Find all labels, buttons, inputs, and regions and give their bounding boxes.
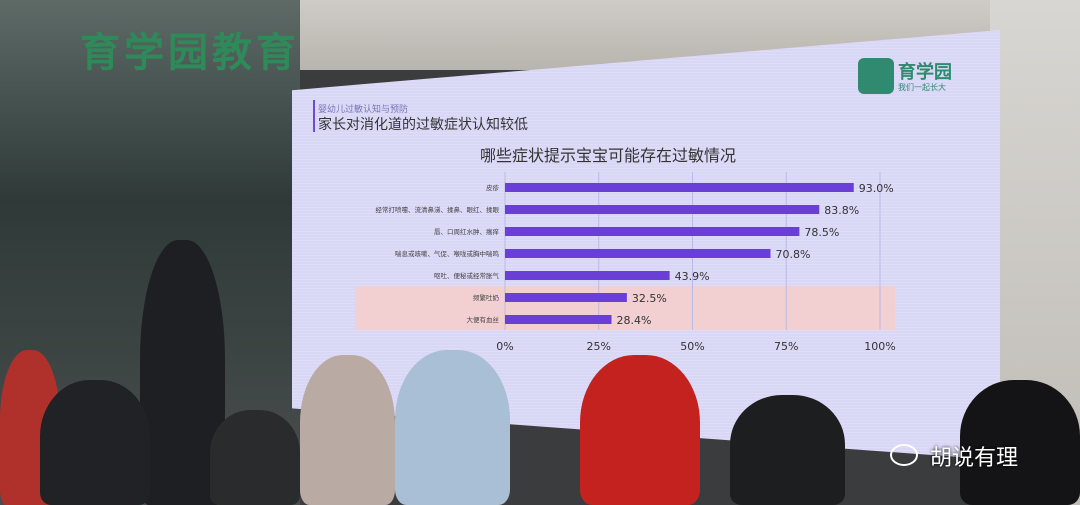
value-label: 43.9%	[675, 270, 710, 283]
value-label: 32.5%	[632, 292, 667, 305]
slide-subtitle: 婴幼儿过敏认知与预防	[318, 105, 409, 115]
audience-member	[395, 350, 510, 505]
logo-slogan: 我们一起长大	[898, 83, 946, 92]
logo-name: 育学园	[898, 62, 952, 83]
category-label: 喘息或咳嗽、气促、喉咙或胸中喘鸣	[395, 249, 500, 258]
audience	[0, 240, 1080, 505]
accent-bar	[313, 100, 315, 132]
audience-member	[960, 380, 1080, 505]
x-tick-label: 25%	[587, 340, 611, 353]
audience-member	[300, 355, 395, 505]
wechat-icon	[890, 444, 918, 466]
highlight-band	[355, 308, 895, 330]
audience-member	[210, 410, 300, 505]
x-tick-label: 50%	[680, 340, 704, 353]
logo-icon	[858, 58, 894, 94]
bar	[505, 205, 820, 214]
audience-member	[40, 380, 150, 505]
x-tick-label: 0%	[496, 340, 513, 353]
bar	[505, 315, 612, 324]
watermark: 胡说有理	[930, 446, 1019, 471]
bar	[505, 249, 771, 258]
chart-title: 哪些症状提示宝宝可能存在过敏情况	[480, 146, 737, 165]
category-label: 大便有血丝	[467, 315, 500, 324]
bar	[505, 271, 670, 280]
x-tick-label: 75%	[774, 340, 798, 353]
slide-heading: 家长对消化道的过敏症状认知较低	[318, 117, 528, 133]
audience-member	[580, 355, 700, 505]
store-sign: 育学园教育	[80, 30, 300, 76]
bar	[505, 227, 800, 236]
category-label: 频繁吐奶	[473, 293, 500, 302]
category-label: 呕吐、便秘或经常胀气	[434, 271, 500, 280]
x-tick-label: 100%	[864, 340, 895, 353]
category-label: 唇、口周红水肿、瘙痒	[434, 227, 500, 236]
value-label: 70.8%	[776, 248, 811, 261]
audience-member	[730, 395, 845, 505]
value-label: 28.4%	[617, 314, 652, 327]
value-label: 93.0%	[859, 182, 894, 195]
value-label: 78.5%	[804, 226, 839, 239]
value-label: 83.8%	[824, 204, 859, 217]
category-label: 皮疹	[486, 183, 500, 192]
bar	[505, 293, 627, 302]
bar	[505, 183, 854, 192]
category-label: 经常打喷嚏、流清鼻涕、揉鼻、眼红、揉眼	[376, 205, 500, 214]
bar-chart: 0% 25% 50% 75% 100% 皮疹 93.0% 经常打喷嚏、流清鼻涕、揉鼻、眼红、揉…	[355, 172, 896, 353]
